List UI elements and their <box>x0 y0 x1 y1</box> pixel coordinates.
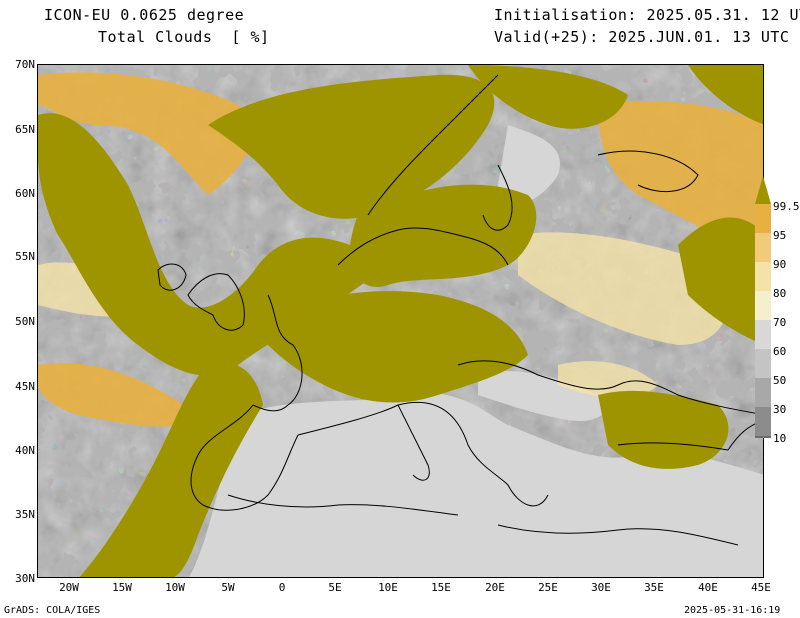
lat-label: 40N <box>15 444 35 457</box>
colorbar-label: 10 <box>773 432 787 445</box>
render-timestamp: 2025-05-31-16:19 <box>684 605 781 616</box>
grads-credit: GrADS: COLA/IGES <box>4 605 101 616</box>
colorbar-swatch <box>755 204 771 233</box>
clear-sky-areas <box>189 125 763 577</box>
lat-label: 65N <box>15 123 35 136</box>
lon-label: 20W <box>59 581 79 594</box>
lon-label: 5W <box>221 581 235 594</box>
colorbar-label: 80 <box>773 287 787 300</box>
colorbar-swatch <box>755 176 771 204</box>
lon-label: 10E <box>378 581 398 594</box>
model-title: ICON-EU 0.0625 degree <box>44 6 245 24</box>
lat-label: 55N <box>15 250 35 263</box>
initialisation-time: Initialisation: 2025.05.31. 12 UTC <box>494 6 800 24</box>
lon-label: 45E <box>751 581 771 594</box>
colorbar-label: 99.5 <box>773 200 800 213</box>
lon-label: 10W <box>165 581 185 594</box>
colorbar-swatch <box>755 407 771 436</box>
lat-label: 30N <box>15 572 35 585</box>
colorbar-swatch <box>755 262 771 291</box>
lon-label: 15W <box>112 581 132 594</box>
lon-label: 35E <box>644 581 664 594</box>
light-cloud-bands <box>38 232 728 399</box>
lon-label: 40E <box>698 581 718 594</box>
colorbar-label: 50 <box>773 374 787 387</box>
colorbar-swatches <box>755 176 771 438</box>
colorbar-label: 60 <box>773 345 787 358</box>
lon-label: 15E <box>431 581 451 594</box>
colorbar <box>755 176 771 438</box>
lon-label: 0 <box>278 581 286 594</box>
colorbar-swatch <box>755 378 771 407</box>
lat-label: 60N <box>15 187 35 200</box>
colorbar-swatch <box>755 233 771 262</box>
coastlines <box>157 74 763 546</box>
cloud-cover-map <box>37 64 764 578</box>
lon-label: 30E <box>591 581 611 594</box>
colorbar-swatch <box>755 291 771 320</box>
valid-time: Valid(+25): 2025.JUN.01. 13 UTC <box>494 28 790 46</box>
colorbar-swatch <box>755 349 771 378</box>
lon-label: 25E <box>538 581 558 594</box>
lon-label: 20E <box>485 581 505 594</box>
lat-label: 70N <box>15 58 35 71</box>
overcast-areas <box>38 65 763 577</box>
lon-label: 5E <box>328 581 342 594</box>
colorbar-label: 95 <box>773 229 787 242</box>
map-canvas <box>38 65 763 577</box>
colorbar-label: 70 <box>773 316 787 329</box>
lat-label: 35N <box>15 508 35 521</box>
lat-label: 45N <box>15 380 35 393</box>
colorbar-swatch <box>755 320 771 349</box>
parameter-title: Total Clouds [ %] <box>98 28 270 46</box>
colorbar-label: 30 <box>773 403 787 416</box>
colorbar-swatch <box>755 436 771 438</box>
colorbar-label: 90 <box>773 258 787 271</box>
lat-label: 50N <box>15 315 35 328</box>
